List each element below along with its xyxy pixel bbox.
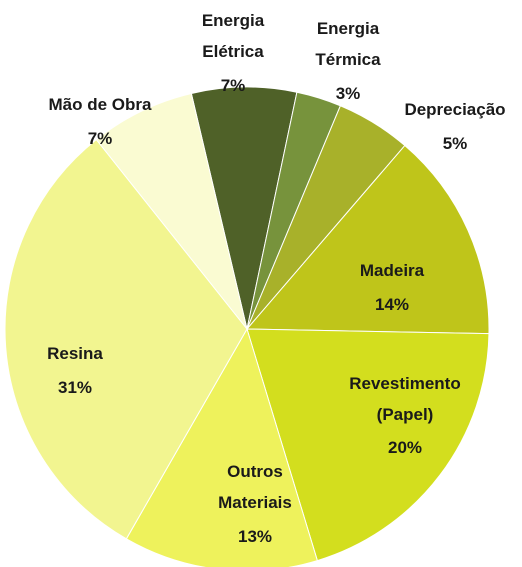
slice-label: Resina (47, 344, 103, 363)
slice-label: Energia Elétrica (202, 11, 265, 61)
slice-label: Revestimento (Papel) (349, 374, 460, 424)
value-label: 7% (88, 129, 113, 148)
pie-slice (246, 328, 490, 562)
value-label: 5% (443, 134, 468, 153)
pie-slice (95, 92, 248, 330)
value-label: 31% (58, 378, 92, 397)
pie-slice (125, 327, 318, 567)
slice-label: Energia Térmica (315, 19, 381, 69)
pie-slice (4, 138, 248, 540)
slice-label: Depreciação (404, 100, 505, 119)
slice-label: Madeira (360, 261, 425, 280)
slice-label: Mão de Obra (49, 95, 153, 114)
value-label: 13% (238, 527, 272, 546)
slice-label: Outros Materiais (218, 462, 292, 512)
value-label: 20% (388, 438, 422, 457)
value-label: 3% (336, 84, 361, 103)
value-label: 14% (375, 295, 409, 314)
pie-slice (190, 86, 298, 330)
pie-slice (245, 144, 490, 335)
value-label: 7% (221, 76, 246, 95)
